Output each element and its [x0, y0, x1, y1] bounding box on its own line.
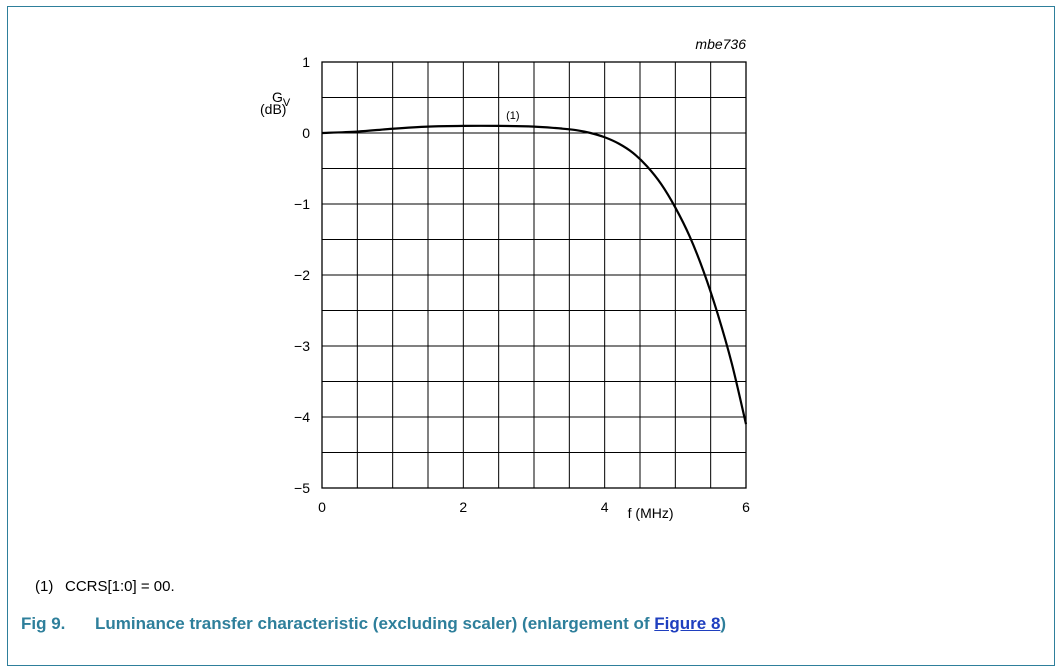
x-tick-label: 2	[459, 499, 467, 515]
chart-grid	[321, 61, 747, 489]
y-tick-label: −3	[294, 338, 310, 354]
y-tick-label: −1	[294, 196, 310, 212]
series-label: (1)	[506, 110, 519, 122]
caption-close: )	[720, 614, 727, 633]
figure-caption: Fig 9. Luminance transfer characteristic …	[21, 614, 726, 634]
figure-id: mbe736	[695, 36, 746, 52]
x-tick-label: 4	[601, 499, 609, 515]
y-axis-symbol: G	[272, 89, 283, 105]
y-tick-label: −2	[294, 267, 310, 283]
x-tick-label: 0	[318, 499, 326, 515]
y-axis-label: GV	[272, 89, 291, 109]
luminance-chart: (1) 1 0 −1 −2 −3 −4 −5 0 2 4 6 GV(dB) f (MHz) mbe736	[260, 36, 750, 521]
footnote: (1) CCRS[1:0] = 00.	[35, 578, 175, 595]
y-tick-label: 1	[302, 54, 310, 70]
figure-8-link[interactable]: Figure 8	[654, 614, 721, 633]
y-tick-label: −5	[294, 480, 310, 496]
chart-labels: (1) 1 0 −1 −2 −3 −4 −5 0 2 4 6 GV(dB) f (MHz) mbe736	[260, 36, 750, 521]
chart-series	[321, 124, 748, 425]
y-tick-label: 0	[302, 125, 310, 141]
plot-border	[321, 61, 747, 489]
x-tick-label: 6	[742, 499, 750, 515]
y-tick-label: −4	[294, 409, 310, 425]
caption-number: Fig 9.	[21, 614, 66, 633]
caption-text: Luminance transfer characteristic (exclu…	[95, 614, 655, 633]
footnote-text: CCRS[1:0] = 00.	[65, 578, 175, 595]
y-axis-subscript: V	[283, 97, 291, 109]
footnote-marker: (1)	[35, 578, 54, 595]
x-axis-label: f (MHz)	[628, 505, 674, 521]
y-axis-unit: (dB)	[260, 101, 286, 117]
series-line	[321, 124, 748, 425]
